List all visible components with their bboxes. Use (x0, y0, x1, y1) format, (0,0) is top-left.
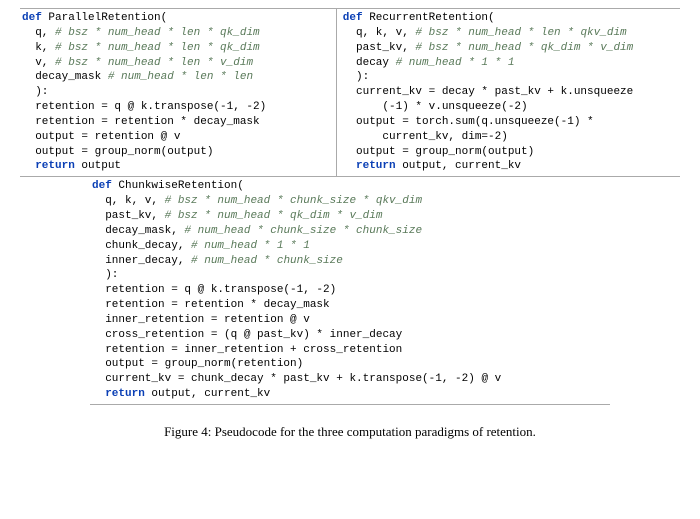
parallel-retention-block: def ParallelRetention( q, # bsz * num_he… (20, 9, 337, 176)
figure-4: def ParallelRetention( q, # bsz * num_he… (0, 0, 700, 448)
figure-caption: Figure 4: Pseudocode for the three compu… (20, 423, 680, 441)
recurrent-retention-code: def RecurrentRetention( q, k, v, # bsz *… (343, 11, 678, 174)
recurrent-retention-block: def RecurrentRetention( q, k, v, # bsz *… (337, 9, 680, 176)
top-row: def ParallelRetention( q, # bsz * num_he… (20, 8, 680, 177)
chunkwise-retention-block: def ChunkwiseRetention( q, k, v, # bsz *… (90, 177, 610, 405)
parallel-retention-code: def ParallelRetention( q, # bsz * num_he… (22, 11, 332, 174)
chunkwise-retention-code: def ChunkwiseRetention( q, k, v, # bsz *… (92, 179, 608, 402)
